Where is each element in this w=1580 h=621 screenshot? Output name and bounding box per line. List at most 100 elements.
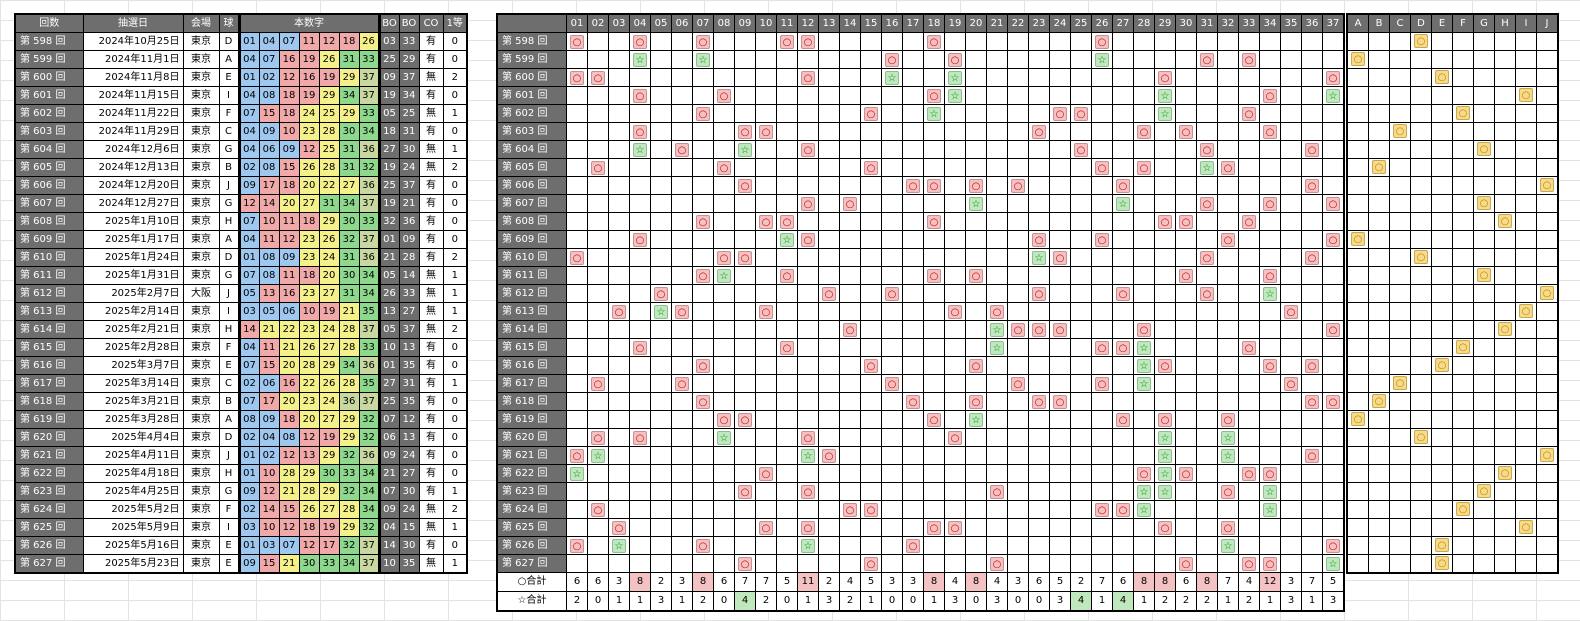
matrix-cell: ○	[902, 536, 924, 555]
ball-cell	[1389, 266, 1411, 285]
matrix-cell	[923, 536, 945, 555]
bonus-number: 12	[398, 410, 420, 429]
main-number: 10	[278, 122, 300, 141]
matrix-cell	[797, 122, 819, 141]
matrix-cell	[1175, 302, 1197, 321]
matrix-cell: ○	[1091, 230, 1113, 249]
matrix-cell	[650, 50, 672, 69]
bonus-number: 15	[398, 518, 420, 537]
matrix-cell	[1280, 86, 1302, 105]
matrix-col-header: 15	[860, 13, 882, 33]
circle-mark-icon: ○	[885, 377, 899, 391]
circle-mark-icon: ○	[696, 539, 710, 553]
carryover: 無	[418, 500, 444, 519]
matrix-cell	[839, 50, 861, 69]
circle-mark-icon: ○	[1221, 485, 1235, 499]
matrix-cell	[839, 248, 861, 267]
matrix-cell	[797, 266, 819, 285]
total-cell: 4	[1070, 591, 1092, 612]
venue: 東京	[182, 410, 220, 429]
ball-cell	[1410, 410, 1432, 429]
matrix-cell	[923, 554, 945, 573]
matrix-cell: ○	[797, 32, 819, 51]
matrix-cell	[1238, 356, 1260, 375]
matrix-cell	[566, 500, 588, 519]
matrix-cell	[671, 248, 693, 267]
ball-cell	[1389, 176, 1411, 195]
ball-cell	[1494, 104, 1516, 123]
first-prize-count: 2	[442, 68, 468, 87]
matrix-cell	[1154, 122, 1176, 141]
matrix-cell	[1280, 266, 1302, 285]
main-number: 15	[258, 554, 280, 574]
circle-mark-icon: ○	[1053, 323, 1067, 337]
matrix-cell	[671, 518, 693, 537]
ball-cell	[1452, 230, 1474, 249]
matrix-cell	[1091, 266, 1113, 285]
main-number: 01	[237, 32, 260, 51]
ball-cell	[1431, 230, 1453, 249]
matrix-cell: ☆	[1217, 428, 1239, 447]
matrix-cell	[1196, 104, 1218, 123]
total-cell: 2	[818, 572, 840, 592]
ball-cell	[1473, 410, 1495, 429]
matrix-cell	[1259, 446, 1281, 465]
matrix-cell	[1154, 176, 1176, 195]
matrix-cell	[965, 284, 987, 303]
matrix-cell	[1280, 392, 1302, 411]
bonus-number: 24	[398, 446, 420, 465]
carryover: 無	[418, 68, 444, 87]
ball-set: A	[218, 50, 240, 69]
ball-cell	[1494, 374, 1516, 393]
matrix-cell: ○	[1238, 50, 1260, 69]
matrix-cell	[1049, 518, 1071, 537]
matrix-cell	[755, 50, 777, 69]
main-number: 15	[258, 104, 280, 123]
matrix-cell	[839, 176, 861, 195]
matrix-cell	[986, 284, 1008, 303]
matrix-cell	[629, 320, 651, 339]
matrix-cell	[986, 464, 1008, 483]
matrix-cell	[1238, 320, 1260, 339]
carryover: 有	[418, 464, 444, 483]
main-number: 02	[258, 68, 280, 87]
matrix-cell	[1049, 410, 1071, 429]
star-mark-icon: ☆	[1158, 107, 1172, 121]
venue: 東京	[182, 86, 220, 105]
main-number: 11	[258, 230, 280, 249]
ball-cell	[1452, 32, 1474, 51]
total-cell: 2	[755, 591, 777, 612]
circle-mark-icon: ○	[633, 125, 647, 139]
ball-cell	[1536, 86, 1559, 105]
matrix-cell	[650, 536, 672, 555]
matrix-cell	[734, 104, 756, 123]
matrix-cell	[1028, 554, 1050, 573]
main-number: 11	[298, 32, 320, 51]
matrix-cell	[671, 338, 693, 357]
main-number: 01	[237, 68, 260, 87]
draw-number: 第 626 回	[14, 536, 84, 555]
main-number: 21	[278, 338, 300, 357]
ball-col-header: I	[1515, 13, 1537, 33]
ball-cell	[1473, 464, 1495, 483]
matrix-cell	[1259, 140, 1281, 159]
matrix-cell	[1175, 356, 1197, 375]
matrix-cell	[671, 176, 693, 195]
ball-cell	[1452, 212, 1474, 231]
ball-cell	[1494, 554, 1516, 574]
main-number: 29	[338, 68, 360, 87]
ball-mark-icon: ○	[1435, 358, 1449, 372]
main-number: 23	[298, 284, 320, 303]
total-cell: 0	[902, 591, 924, 612]
circle-mark-icon: ○	[1263, 125, 1277, 139]
ball-cell	[1473, 554, 1495, 574]
ball-cell	[1389, 482, 1411, 501]
matrix-cell	[1070, 158, 1092, 177]
circle-mark-icon: ○	[738, 179, 752, 193]
matrix-cell	[839, 356, 861, 375]
matrix-cell: ○	[629, 32, 651, 51]
ball-cell	[1536, 194, 1559, 213]
header-date: 抽選日	[82, 13, 184, 33]
matrix-cell	[713, 32, 735, 51]
matrix-cell	[755, 140, 777, 159]
